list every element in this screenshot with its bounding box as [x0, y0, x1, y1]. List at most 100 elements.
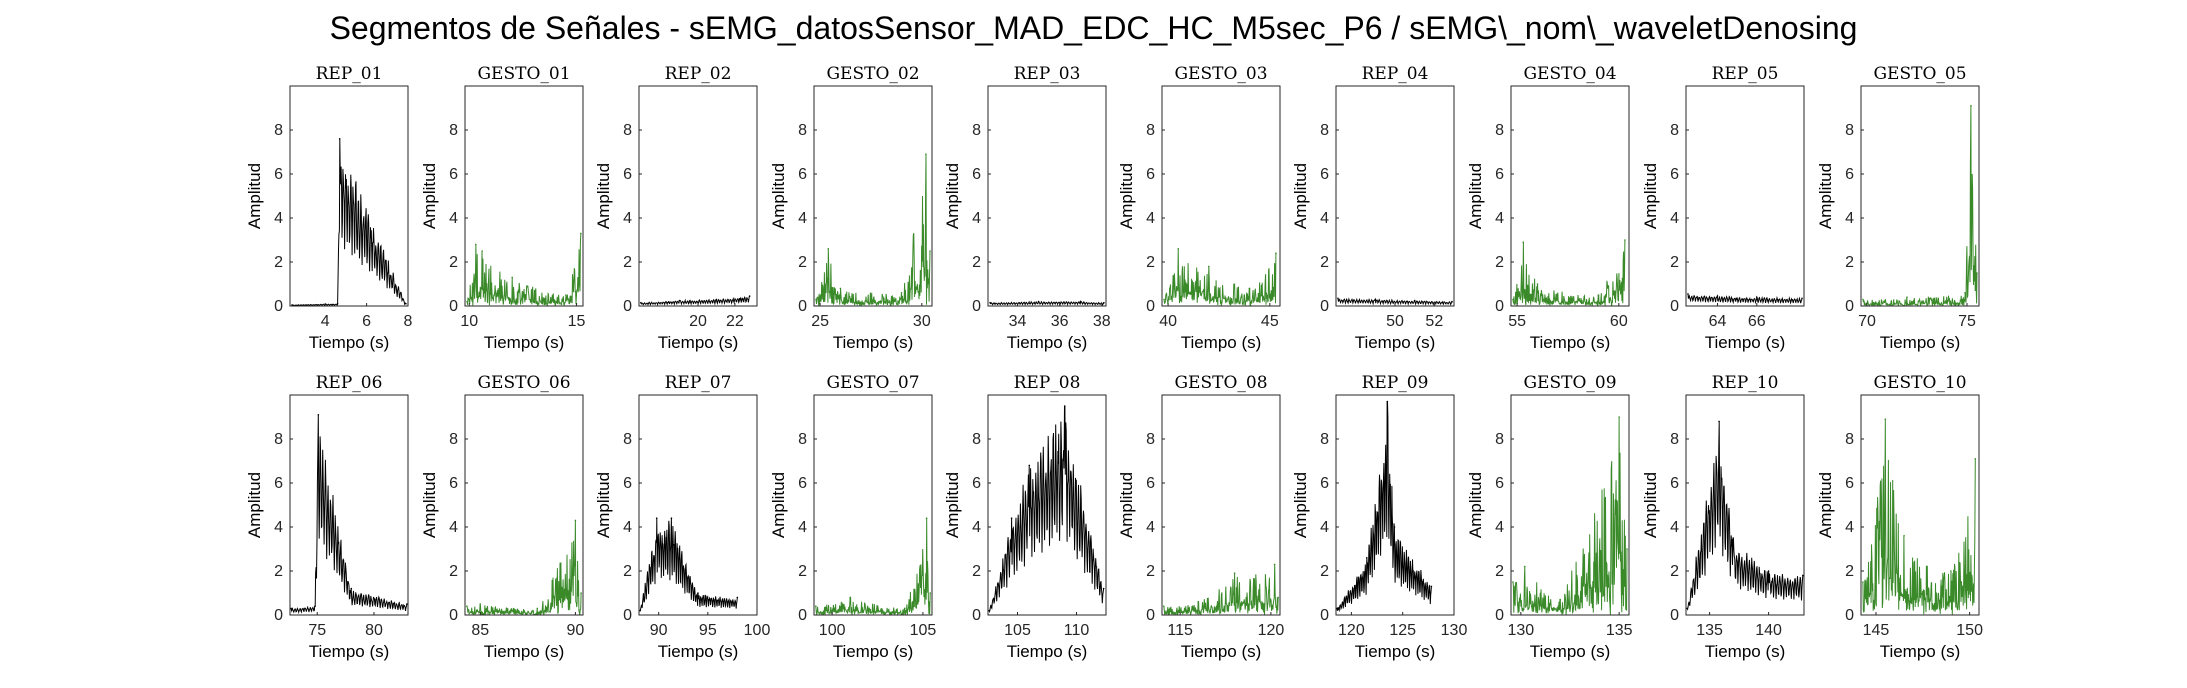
data-point — [1197, 601, 1200, 603]
data-point — [697, 592, 699, 594]
x-tick-label: 50 — [1386, 313, 1404, 330]
y-tick-label: 8 — [1320, 122, 1329, 139]
data-point — [466, 300, 468, 303]
plot-area — [639, 395, 757, 615]
data-point — [1512, 581, 1514, 583]
data-point — [565, 294, 567, 296]
series-line — [815, 518, 931, 615]
y-tick-label: 6 — [1670, 166, 1679, 183]
data-point — [1802, 574, 1804, 577]
subplot-title: REP_08 — [1014, 373, 1081, 393]
series-line — [1512, 239, 1626, 306]
y-tick-label: 0 — [623, 298, 632, 315]
y-tick-label: 2 — [1845, 254, 1854, 271]
y-tick-label: 0 — [1495, 298, 1504, 315]
subplot-title: REP_06 — [316, 373, 383, 393]
plot-area — [1162, 86, 1280, 306]
data-point — [580, 232, 582, 235]
y-tick-label: 2 — [1845, 563, 1854, 580]
data-point — [715, 298, 718, 301]
y-tick-label: 0 — [972, 298, 981, 315]
data-point — [511, 276, 513, 279]
y-tick-label: 4 — [972, 210, 981, 227]
data-point — [1626, 548, 1628, 550]
y-axis-label: Amplitud — [1816, 472, 1835, 538]
subplot-title: GESTO_07 — [826, 373, 919, 393]
data-point — [1365, 557, 1368, 559]
subplot-gesto-10: 0 2 4 6 8 145 150 GESTO_10 Tiempo (s) Amplitud — [1816, 373, 1983, 661]
data-point — [1624, 239, 1626, 241]
data-point — [929, 250, 931, 252]
y-axis-label: Amplitud — [420, 472, 439, 538]
x-tick-label: 55 — [1508, 313, 1526, 330]
subplot-rep-09: 0 2 4 6 8 120 125 130 REP_09 Tiempo (s) Amplitud — [1291, 373, 1467, 661]
series-line — [1163, 564, 1279, 615]
x-tick-label: 85 — [471, 622, 489, 639]
y-tick-label: 4 — [1495, 210, 1504, 227]
y-tick-label: 4 — [623, 210, 632, 227]
subplot-gesto-05: 0 2 4 6 8 70 75 GESTO_05 Tiempo (s) Amplitud — [1816, 64, 1980, 352]
data-point — [350, 587, 353, 590]
x-tick-label: 10 — [460, 313, 478, 330]
y-tick-label: 0 — [1146, 298, 1155, 315]
subplot-title: REP_02 — [665, 64, 732, 84]
data-point — [405, 303, 407, 305]
y-tick-label: 6 — [1320, 166, 1329, 183]
x-axis-label: Tiempo (s) — [1705, 642, 1786, 661]
axes-box — [987, 85, 1107, 307]
x-tick-label: 36 — [1051, 313, 1069, 330]
y-tick-label: 4 — [1320, 210, 1329, 227]
series-line — [1337, 297, 1453, 306]
y-tick-label: 0 — [1320, 607, 1329, 624]
data-point — [290, 607, 292, 610]
data-point — [1393, 526, 1396, 528]
data-point — [1273, 563, 1276, 566]
y-tick-label: 2 — [274, 563, 283, 580]
y-tick-label: 4 — [274, 519, 283, 536]
data-point — [1207, 265, 1210, 268]
subplot-rep-08: 0 2 4 6 8 105 110 REP_08 Tiempo (s) Amplitud — [943, 373, 1107, 661]
x-tick-label: 105 — [910, 622, 937, 639]
axes-box — [1860, 85, 1980, 307]
y-tick-label: 4 — [449, 210, 458, 227]
axes-box — [813, 85, 933, 307]
subplot-title: GESTO_06 — [477, 373, 570, 393]
subplot-gesto-01: 0 2 4 6 8 10 15 GESTO_01 Tiempo (s) Amplitud — [420, 64, 586, 352]
y-tick-label: 8 — [1495, 122, 1504, 139]
y-tick-label: 0 — [1845, 298, 1854, 315]
x-tick-label: 120 — [1338, 622, 1365, 639]
y-tick-label: 4 — [1146, 210, 1155, 227]
y-tick-label: 0 — [1146, 607, 1155, 624]
y-tick-label: 4 — [798, 519, 807, 536]
plot-area — [465, 395, 583, 615]
data-point — [655, 517, 658, 519]
subplot-rep-01: 0 2 4 6 8 4 6 8 REP_01 Tiempo (s) Amplitud — [245, 64, 413, 352]
x-axis-label: Tiempo (s) — [484, 333, 565, 352]
subplot-title: GESTO_10 — [1873, 373, 1966, 393]
x-axis-label: Tiempo (s) — [833, 642, 914, 661]
subplot-title: REP_09 — [1362, 373, 1429, 393]
series-line — [1687, 293, 1803, 305]
axes-box — [1860, 394, 1980, 616]
series-line — [1336, 401, 1432, 613]
data-point — [580, 592, 582, 594]
y-tick-label: 6 — [449, 475, 458, 492]
y-tick-label: 2 — [1670, 254, 1679, 271]
y-tick-label: 0 — [623, 607, 632, 624]
y-tick-label: 2 — [623, 254, 632, 271]
subplot-title: GESTO_09 — [1523, 373, 1616, 393]
subplot-title: GESTO_04 — [1523, 64, 1616, 84]
x-axis-label: Tiempo (s) — [1880, 333, 1961, 352]
series-line — [466, 520, 582, 615]
subplot-gesto-02: 0 2 4 6 8 25 30 GESTO_02 Tiempo (s) Amplitud — [769, 64, 933, 352]
data-point — [1275, 252, 1277, 254]
y-tick-label: 6 — [1845, 166, 1854, 183]
series-line — [1163, 248, 1277, 306]
series-line — [640, 295, 751, 306]
x-tick-label: 120 — [1258, 622, 1285, 639]
y-tick-label: 6 — [1146, 166, 1155, 183]
x-tick-label: 22 — [726, 313, 744, 330]
plot-area — [1861, 86, 1979, 306]
y-tick-label: 4 — [449, 519, 458, 536]
data-point — [925, 153, 927, 155]
